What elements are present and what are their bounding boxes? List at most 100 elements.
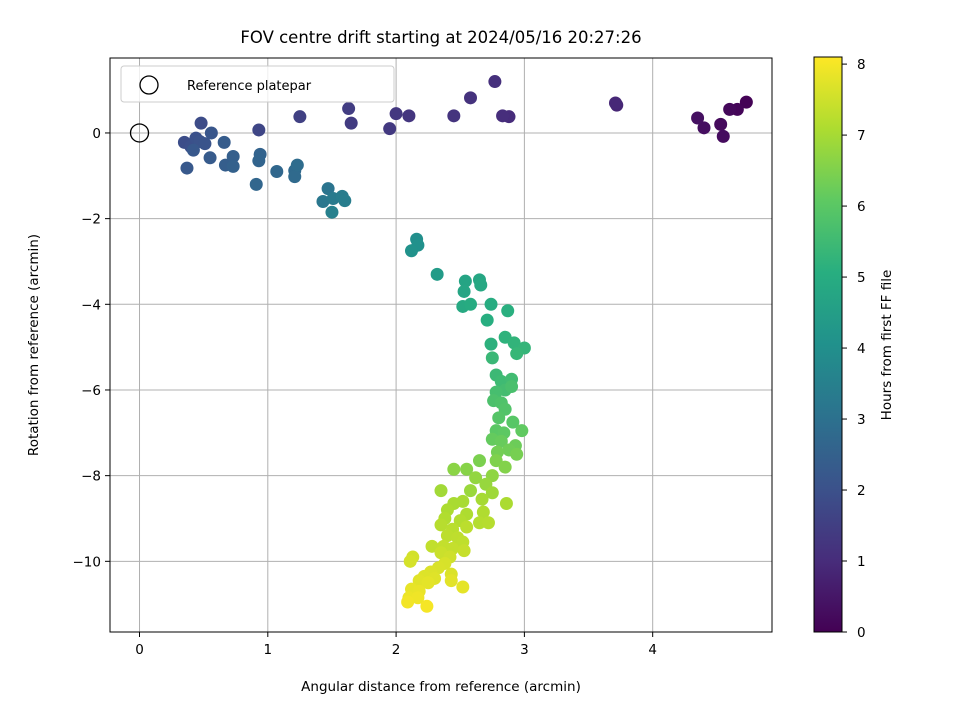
x-axis-label: Angular distance from reference (arcmin) [301,679,581,695]
colorbar-tick-label: 0 [857,625,866,641]
data-point [186,143,200,157]
data-point [217,135,231,149]
colorbar-ticks: 0 1 2 3 4 5 6 7 8 [842,57,866,641]
colorbar-gradient [814,57,842,632]
data-point [460,462,474,476]
x-tick-label: 1 [264,642,273,658]
grid [110,58,772,632]
data-point [691,111,705,125]
data-point [476,505,490,519]
data-point [608,96,622,110]
colorbar-tick-label: 7 [857,128,866,144]
data-point [203,151,217,165]
data-point [496,109,510,123]
data-point [342,102,356,116]
data-point [723,102,737,116]
legend-box [120,65,395,103]
data-point [510,447,524,461]
x-tick-label: 3 [520,642,529,658]
data-point [401,595,415,609]
data-point [458,274,472,288]
data-point [402,109,416,123]
data-point [457,284,471,298]
data-point [457,544,471,558]
data-point [464,297,478,311]
data-point [506,415,520,429]
colorbar-tick-label: 4 [857,341,866,357]
data-point [456,580,470,594]
legend: Reference platepar [120,65,395,103]
data-point [204,126,218,140]
data-point [475,492,489,506]
data-point [474,278,488,292]
data-point [714,117,728,131]
data-point [488,75,502,89]
data-point [421,576,435,590]
colorbar-tick-label: 1 [857,554,866,570]
data-point [499,496,513,510]
data-point [444,574,458,588]
data-point [194,116,208,130]
colorbar-tick-label: 6 [857,199,866,215]
data-point [494,434,508,448]
data-point [383,122,397,136]
data-point [507,336,521,350]
data-point [484,297,498,311]
data-point [430,267,444,281]
data-point [198,137,212,151]
data-point [447,462,461,476]
reference-point [129,123,150,143]
data-point [505,380,519,394]
data-point [226,150,240,164]
y-tick-label: −2 [81,212,101,228]
data-point [515,424,529,438]
data-point [492,411,506,425]
data-point [510,347,524,361]
colorbar-tick-label: 3 [857,412,866,428]
data-point [716,129,730,143]
data-point [404,244,418,258]
data-point [293,110,307,124]
y-tick-label: −6 [81,383,101,399]
x-tick-label: 2 [392,642,401,658]
x-tick-label: 0 [135,642,144,658]
data-point [270,165,284,179]
data-point [472,516,486,530]
data-point [484,337,498,351]
y-tick-label: 0 [92,126,101,142]
y-tick-label: −8 [81,469,101,485]
plot-frame [109,57,773,633]
data-point [498,460,512,474]
data-point [249,177,263,191]
data-point [325,205,339,219]
data-point [501,304,515,318]
data-point [226,159,240,173]
data-point [411,591,425,605]
data-point [489,454,503,468]
colorbar: 0 1 2 3 4 5 6 7 8 Hours from first FF file [813,56,895,641]
data-point [403,554,417,568]
data-point [469,471,483,485]
data-point [316,195,330,208]
legend-entry-reference: Reference platepar [187,79,312,94]
data-point [420,599,434,613]
data-point [739,95,753,109]
x-tick-label: 4 [648,642,657,658]
legend-marker-reference [139,75,159,95]
data-point [434,484,448,498]
colorbar-tick-label: 5 [857,270,866,286]
data-point [481,516,495,530]
data-point [288,170,302,184]
data-point [460,520,474,534]
data-point [252,123,266,137]
data-point [344,116,358,130]
y-tick-label: −10 [73,554,102,570]
colorbar-label: Hours from first FF file [879,270,895,421]
y-axis-label: Rotation from reference (arcmin) [26,234,42,456]
data-point [697,121,711,135]
data-point [440,529,454,543]
chart-title: FOV centre drift starting at 2024/05/16 … [240,28,641,47]
data-point [472,454,486,468]
